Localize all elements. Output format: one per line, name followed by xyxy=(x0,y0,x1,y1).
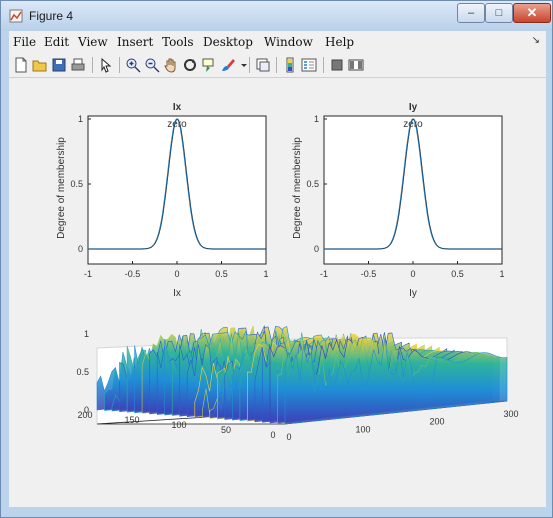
ix-axes-box xyxy=(87,115,267,265)
x-tick-label: -1 xyxy=(84,269,92,279)
zoom-out-icon[interactable] xyxy=(144,57,160,73)
menu-view[interactable]: View xyxy=(78,35,108,49)
iy-mf-label: zero xyxy=(403,119,423,130)
print-icon[interactable] xyxy=(70,57,86,73)
menu-bar: File Edit View Insert Tools Desktop Wind… xyxy=(9,31,546,53)
menu-edit[interactable]: Edit xyxy=(44,35,70,49)
x-tick-label: 0 xyxy=(410,269,415,279)
toolbar-separator xyxy=(119,57,120,73)
minimize-button[interactable]: – xyxy=(457,3,485,23)
title-bar[interactable]: Figure 4 – □ ✕ xyxy=(1,1,552,31)
surface-ridge xyxy=(284,337,508,425)
surface-y-tick-label: 200 xyxy=(77,410,92,420)
surface-z-tick-label: 1 xyxy=(84,329,89,339)
brush-dropdown-icon[interactable] xyxy=(236,57,247,73)
figure-canvas[interactable]: Ix zero Ix Degree of membership -1 -0.5 0 0… xyxy=(9,78,546,507)
iy-ylabel: Degree of membership xyxy=(292,137,303,239)
x-tick-label: 0.5 xyxy=(451,269,464,279)
show-plot-tools-icon[interactable] xyxy=(348,57,364,73)
save-icon[interactable] xyxy=(51,57,67,73)
surface-z-tick-label: 0.5 xyxy=(76,367,89,377)
menu-window[interactable]: Window xyxy=(264,35,313,49)
brush-icon[interactable] xyxy=(220,57,236,73)
maximize-button[interactable]: □ xyxy=(485,3,513,23)
colorbar-icon[interactable] xyxy=(282,57,298,73)
menu-help[interactable]: Help xyxy=(325,35,355,49)
pointer-icon[interactable] xyxy=(98,57,114,73)
x-tick-label: -0.5 xyxy=(361,269,377,279)
dock-arrow-icon[interactable]: ↘ xyxy=(531,35,540,46)
surface-y-tick-label: 150 xyxy=(124,415,139,425)
iy-subplot[interactable]: Iy zero Iy Degree of membership -1 -0.5 0 0… xyxy=(292,102,505,299)
x-tick-label: 0 xyxy=(174,269,179,279)
new-figure-icon[interactable] xyxy=(13,57,29,73)
surface-y-tick-label: 0 xyxy=(270,430,275,440)
y-tick-label: 1 xyxy=(78,114,83,124)
x-tick-label: -1 xyxy=(320,269,328,279)
membership-curve-shadow xyxy=(324,118,503,250)
y-tick-label: 0 xyxy=(314,244,319,254)
ix-ylabel: Degree of membership xyxy=(56,137,67,239)
surface-z-tick-label: 0 xyxy=(84,405,89,415)
surface-y-tick-label: 100 xyxy=(171,420,186,430)
ix-mf-label: zero xyxy=(167,119,187,130)
iy-xlabel: Iy xyxy=(409,288,417,299)
rotate-3d-icon[interactable] xyxy=(182,57,198,73)
x-tick-label: 0.5 xyxy=(215,269,228,279)
menu-desktop[interactable]: Desktop xyxy=(203,35,253,49)
data-cursor-icon[interactable] xyxy=(201,57,217,73)
link-plot-icon[interactable] xyxy=(255,57,271,73)
x-tick-label: 1 xyxy=(263,269,268,279)
surface-y-tick-label: 50 xyxy=(221,425,231,435)
ix-subplot[interactable]: Ix zero Ix Degree of membership -1 -0.5 0 0… xyxy=(56,102,269,299)
toolbar-separator xyxy=(276,57,277,73)
ix-title: Ix xyxy=(173,102,182,113)
legend-icon[interactable] xyxy=(301,57,317,73)
open-file-icon[interactable] xyxy=(32,57,48,73)
close-icon: ✕ xyxy=(526,5,538,20)
menu-insert[interactable]: Insert xyxy=(117,35,154,49)
y-tick-label: 0.5 xyxy=(306,179,319,189)
zoom-in-icon[interactable] xyxy=(125,57,141,73)
iy-title: Iy xyxy=(409,102,418,113)
window-title: Figure 4 xyxy=(29,9,74,23)
minimize-icon: – xyxy=(467,7,475,19)
membership-curve-shadow xyxy=(88,118,267,250)
plots-svg: Ix zero Ix Degree of membership -1 -0.5 0 0… xyxy=(56,102,519,442)
menu-tools[interactable]: Tools xyxy=(162,35,194,49)
x-tick-label: -0.5 xyxy=(125,269,141,279)
figure-toolbar xyxy=(9,53,546,78)
surface-x-tick-label: 300 xyxy=(503,409,518,419)
x-tick-label: 1 xyxy=(499,269,504,279)
hide-plot-tools-icon[interactable] xyxy=(329,57,345,73)
toolbar-separator xyxy=(323,57,324,73)
iy-marks: -1 -0.5 0 0.5 1 0 0.5 1 xyxy=(306,114,504,279)
close-button[interactable]: ✕ xyxy=(513,3,551,23)
surface-x-tick-label: 100 xyxy=(355,424,370,434)
surface-x-tick-label: 200 xyxy=(429,417,444,427)
y-tick-label: 0.5 xyxy=(70,179,83,189)
toolbar-separator xyxy=(92,57,93,73)
matlab-figure-icon xyxy=(9,9,23,23)
iy-axes-box xyxy=(323,115,503,265)
surface-x-tick-label: 0 xyxy=(286,432,291,442)
maximize-icon: □ xyxy=(495,7,503,19)
ix-xlabel: Ix xyxy=(173,288,181,299)
y-tick-label: 1 xyxy=(314,114,319,124)
ix-marks: -1 -0.5 0 0.5 1 0 0.5 1 xyxy=(70,114,268,279)
pan-hand-icon[interactable] xyxy=(163,57,179,73)
y-tick-label: 0 xyxy=(78,244,83,254)
toolbar-separator xyxy=(249,57,250,73)
menu-file[interactable]: File xyxy=(13,35,37,49)
